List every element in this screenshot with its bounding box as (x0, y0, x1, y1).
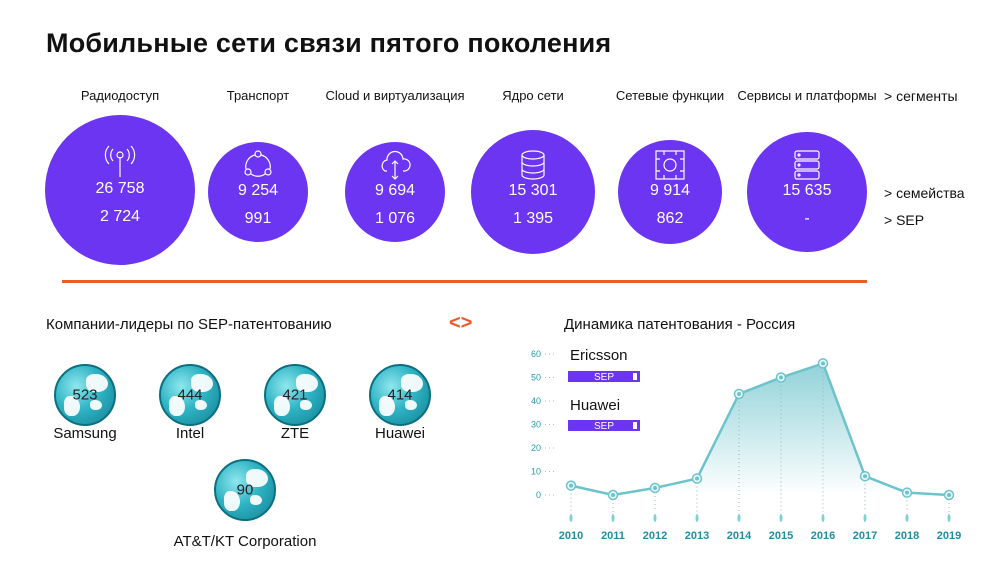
leader-name: Intel (175, 425, 205, 442)
y-tick-label: 40 (531, 396, 541, 406)
annotation-ericsson: Ericsson (570, 347, 628, 364)
x-tick-label: 2017 (853, 530, 877, 542)
x-tick-label: 2012 (643, 530, 667, 542)
divider (62, 280, 867, 283)
segment-families: 9 914 (649, 182, 691, 199)
legend-sep: > SEP (884, 212, 925, 228)
data-point-dot (863, 474, 867, 479)
segment-circle: 9 914 862 (618, 140, 722, 244)
leader-value: 414 (387, 386, 413, 404)
segment-families: 15 635 (782, 182, 832, 199)
data-point-dot (569, 483, 573, 488)
cloud-upload-icon (381, 150, 411, 180)
x-tick-mark (737, 514, 741, 522)
legend-families: > семейства (884, 185, 965, 201)
chip-gear-icon (655, 150, 685, 180)
x-tick-label: 2015 (769, 530, 793, 542)
data-point-dot (695, 476, 699, 481)
x-tick-mark (779, 514, 783, 522)
leader-value: 421 (282, 386, 308, 404)
segment-label: Cloud и виртуализация (325, 88, 465, 103)
x-tick-mark (653, 514, 657, 522)
leaders-title: Компании-лидеры по SEP-патентованию (46, 316, 332, 333)
globe-icon: 414 (369, 364, 431, 426)
leader-name: ZTE (280, 425, 310, 442)
x-tick-label: 2019 (937, 530, 961, 542)
segment-families: 26 758 (95, 180, 145, 197)
segment-sep: 991 (244, 210, 272, 227)
arrows-icon: <> (449, 312, 473, 334)
x-tick-mark (569, 514, 573, 522)
y-tick-label: 60 (531, 349, 541, 359)
segment-sep: 2 724 (99, 208, 141, 225)
segment-label: Транспорт (226, 88, 290, 103)
segment-families: 9 694 (374, 182, 416, 199)
data-point-dot (905, 490, 909, 495)
database-icon (521, 150, 545, 180)
segment-circle: 9 694 1 076 (345, 142, 445, 242)
segment-sep: 1 076 (374, 210, 416, 227)
segment-sep: - (804, 210, 810, 227)
leader-value: 444 (177, 386, 203, 404)
y-tick-label: 50 (531, 373, 541, 383)
globe-icon: 90 (214, 459, 276, 521)
segment-circle: 15 301 1 395 (471, 130, 595, 254)
x-tick-mark (905, 514, 909, 522)
annotation-huawei: Huawei (570, 397, 621, 414)
antenna-icon (104, 145, 136, 177)
x-tick-mark (695, 514, 699, 522)
x-tick-mark (863, 514, 867, 522)
data-point-dot (737, 391, 741, 396)
huawei-sep-badge: SEP (568, 420, 640, 432)
leader-value: 523 (72, 386, 98, 404)
segment-families: 9 254 (237, 182, 279, 199)
leader-value: 90 (236, 481, 254, 499)
segment-label: Сервисы и платформы (737, 88, 877, 103)
network-nodes-icon (244, 150, 272, 177)
series-line (570, 361, 950, 497)
data-point-dot (779, 375, 783, 380)
x-tick-label: 2011 (601, 530, 625, 542)
segment-circle: 9 254 991 (208, 142, 308, 242)
segment-sep: 862 (656, 210, 684, 227)
globe-icon: 444 (159, 364, 221, 426)
data-point-dot (653, 485, 657, 490)
chart-title: Динамика патентования - Россия (564, 316, 796, 333)
data-point-dot (611, 493, 615, 497)
segment-sep: 1 395 (512, 210, 554, 227)
x-tick-mark (611, 514, 615, 522)
x-tick-label: 2014 (727, 530, 752, 542)
x-tick-mark (947, 514, 951, 522)
y-tick-label: 0 (536, 490, 541, 500)
server-icon (794, 150, 820, 180)
x-tick-label: 2010 (559, 530, 583, 542)
segment-label: Радиодоступ (80, 88, 160, 103)
x-tick-label: 2018 (895, 530, 919, 542)
area-fill (571, 363, 949, 495)
globe-icon: 421 (264, 364, 326, 426)
segment-label: Сетевые функции (615, 88, 725, 103)
globe-icon: 523 (54, 364, 116, 426)
leader-name: Samsung (53, 425, 117, 442)
segment-circle: 26 758 2 724 (45, 115, 195, 265)
y-tick-label: 10 (531, 467, 541, 477)
x-tick-label: 2016 (811, 530, 835, 542)
x-tick-mark (821, 514, 825, 522)
legend-segments: > сегменты (884, 88, 958, 104)
segment-label: Ядро сети (502, 88, 564, 103)
y-tick-label: 20 (531, 443, 541, 453)
segment-circle: 15 635 - (747, 132, 867, 252)
ericsson-sep-badge: SEP (568, 371, 640, 383)
x-tick-label: 2013 (685, 530, 709, 542)
data-point-dot (821, 361, 825, 366)
segment-families: 15 301 (508, 182, 558, 199)
y-tick-label: 30 (531, 420, 541, 430)
leader-name: Huawei (374, 425, 426, 442)
page-title: Мобильные сети связи пятого поколения (46, 28, 612, 58)
leader-name: AT&T/KT Corporation (173, 533, 317, 550)
data-point-dot (947, 493, 951, 497)
